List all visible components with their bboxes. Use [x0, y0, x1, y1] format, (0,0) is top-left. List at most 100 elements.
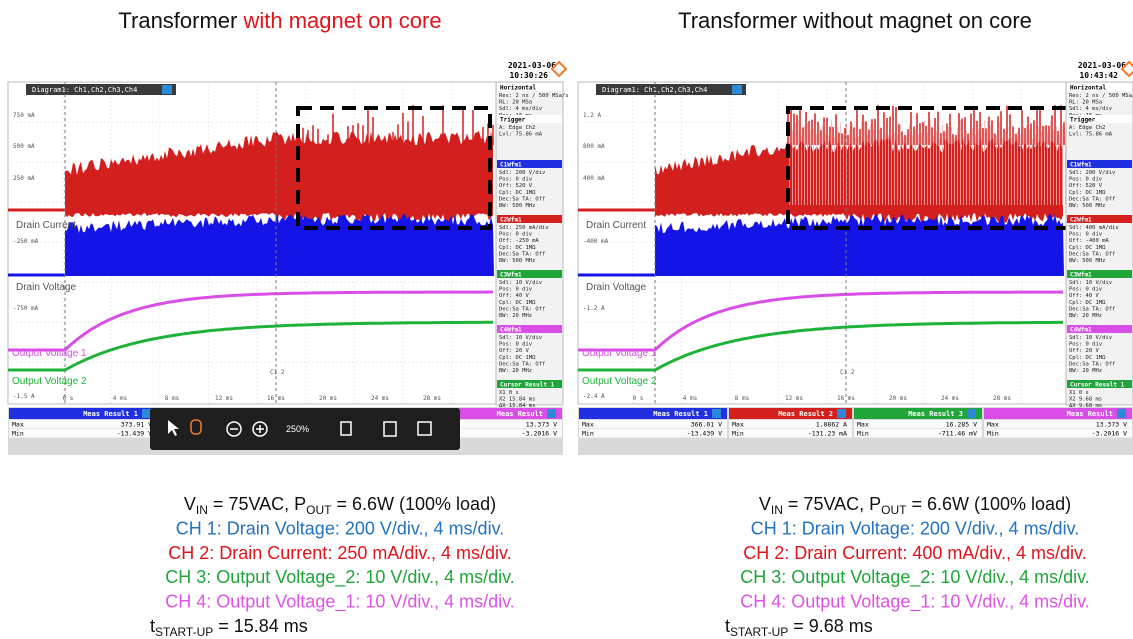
scope-screen: 2021-03-0610:30:26Diagram1: Ch1,Ch2,Ch3,…: [8, 61, 569, 455]
trace-label: Drain Current: [16, 220, 76, 231]
channel-line: Sdl: 200 V/div: [1069, 170, 1116, 176]
channel-line: BW: 20 MHz: [1069, 313, 1102, 319]
x-axis-label: 12 ms: [785, 395, 803, 402]
channel-line: Sdl: 10 V/div: [1069, 280, 1113, 286]
trace-label: Drain Current: [586, 220, 646, 231]
meas-key: Min: [987, 430, 999, 438]
meas-title: Meas Result 3: [908, 410, 963, 418]
tab-close[interactable]: [732, 85, 742, 94]
caption-text: V: [184, 494, 196, 514]
caption-text: CH 3: Output Voltage_2: 10 V/div., 4 ms/…: [740, 567, 1090, 588]
channel-line: Sdl: 200 V/div: [499, 170, 546, 176]
cursor-result-line: X1 0 s: [499, 390, 519, 396]
caption-line: CH 2: Drain Current: 250 mA/div., 4 ms/d…: [168, 543, 511, 563]
channel-line: BW: 20 MHz: [499, 313, 532, 319]
trace-label: Drain Voltage: [586, 282, 646, 293]
scope-date: 2021-03-06: [1078, 61, 1126, 70]
caption-text: CH 3: Output Voltage_2: 10 V/div., 4 ms/…: [165, 567, 515, 588]
meas-close[interactable]: [967, 409, 976, 418]
channel-line: Cpl: DC 1MΩ: [1069, 355, 1106, 361]
meas-key: Max: [732, 421, 744, 429]
caption-line: CH 4: Output Voltage_1: 10 V/div., 4 ms/…: [165, 592, 515, 613]
meas-key: Max: [857, 421, 869, 429]
scope-time: 10:30:26: [509, 71, 548, 80]
channel-line: Cpl: DC 1MΩ: [499, 245, 536, 251]
horizontal-line: Sdl: 4 ms/div: [1069, 106, 1113, 112]
y-axis-label: 800 mA: [583, 143, 605, 150]
y-axis-label: -1.5 A: [13, 393, 35, 400]
channel-title: C1Wfm1: [1070, 162, 1092, 169]
channel-line: Sdl: 10 V/div: [499, 280, 543, 286]
channel-line: Off: -250 mA: [499, 238, 539, 244]
caption-text: CH 4: Output Voltage_1: 10 V/div., 4 ms/…: [740, 592, 1090, 613]
cursor-label: C1 2: [270, 369, 285, 376]
meas-close[interactable]: [712, 409, 721, 418]
caption-text: CH 2: Drain Current: 400 mA/div., 4 ms/d…: [743, 543, 1086, 563]
meas-value: 13.373 V: [1096, 421, 1127, 429]
meas-key: Min: [12, 430, 24, 438]
caption-text: CH 4: Output Voltage_1: 10 V/div., 4 ms/…: [165, 592, 515, 613]
meas-close[interactable]: [837, 409, 846, 418]
caption-line: VIN = 75VAC, POUT = 6.6W (100% load): [759, 494, 1071, 517]
caption-line: CH 4: Output Voltage_1: 10 V/div., 4 ms/…: [740, 592, 1090, 613]
channel-line: Off: 520 V: [499, 183, 533, 189]
meas-close[interactable]: [142, 409, 151, 418]
trigger-line: A: Edge Ch2: [1069, 125, 1105, 131]
cursor-result-line: X2 15.84 ms: [499, 397, 535, 403]
channel-line: Cpl: DC 1MΩ: [499, 300, 536, 306]
caption-subscript: OUT: [306, 503, 332, 517]
meas-title: Meas Result 2: [778, 410, 833, 418]
title-part: with magnet on core: [242, 8, 441, 33]
horizontal-line: Res: 2 ns / 500 MSa/s: [499, 93, 569, 99]
channel-line: Pos: 0 div: [499, 342, 533, 348]
tab-close[interactable]: [162, 85, 172, 94]
x-axis-label: 24 ms: [941, 395, 959, 402]
horizontal-line: Sdl: 4 ms/div: [499, 106, 543, 112]
channel-line: Sdl: 400 mA/div: [1069, 225, 1119, 231]
meas-close[interactable]: [547, 409, 556, 418]
trace-label: Output Voltage 1: [582, 348, 657, 359]
caption-line: tSTART-UP = 9.68 ms: [725, 616, 873, 639]
horizontal-line: RL: 20 MSa: [1069, 100, 1102, 106]
y-axis-label: 400 mA: [583, 175, 605, 182]
figure: Transformer with magnet on core 2021-03-0…: [0, 0, 1133, 639]
meas-title: Meas Result: [1067, 410, 1113, 418]
channel-line: Pos: 0 div: [1069, 232, 1103, 238]
channel-line: Pos: 0 div: [1069, 177, 1103, 183]
channel-line: BW: 500 MHz: [1069, 258, 1105, 264]
meas-value: 1.0862 A: [816, 421, 847, 429]
channel-line: Off: -400 mA: [1069, 238, 1109, 244]
caption-text: CH 1: Drain Voltage: 200 V/div., 4 ms/di…: [176, 518, 504, 538]
channel-line: BW: 500 MHz: [499, 203, 535, 209]
channel-line: Off: 40 V: [499, 293, 529, 299]
channel-title: C4Wfm1: [1070, 327, 1092, 334]
trace-label: Output Voltage 2: [582, 376, 657, 387]
channel-line: Dec:Sa TA: Off: [1069, 306, 1115, 312]
x-axis-label: 16 ms: [267, 395, 285, 402]
title-part: Transformer: [118, 8, 243, 33]
meas-key: Min: [732, 430, 744, 438]
channel-line: Pos: 0 div: [499, 232, 533, 238]
channel-line: Cpl: DC 1MΩ: [1069, 190, 1106, 196]
panel-title: Transformer with magnet on core: [118, 8, 441, 33]
caption-line: VIN = 75VAC, POUT = 6.6W (100% load): [184, 494, 496, 517]
x-axis-label: 28 ms: [423, 395, 441, 402]
channel-title: C3Wfm1: [500, 272, 522, 279]
cursor-result-line: X1 0 s: [1069, 390, 1089, 396]
channel-line: Sdl: 250 mA/div: [499, 225, 549, 231]
meas-value: -711.46 mV: [938, 430, 977, 438]
y-axis-label: -250 mA: [13, 238, 39, 245]
caption-text: = 9.68 ms: [788, 616, 873, 636]
channel-line: Pos: 0 div: [1069, 342, 1103, 348]
page: Transformer with magnet on core 2021-03-0…: [0, 0, 1133, 639]
channel-title: C3Wfm1: [1070, 272, 1092, 279]
x-axis-label: 8 ms: [735, 395, 750, 402]
meas-close[interactable]: [1117, 409, 1126, 418]
meas-value: 366.01 V: [691, 421, 722, 429]
drain-voltage-trace: [65, 214, 494, 276]
zoom-level[interactable]: 250%: [286, 424, 309, 434]
channel-line: BW: 20 MHz: [499, 368, 532, 374]
trigger-line: Lvl: 75.86 mA: [499, 132, 543, 138]
horizontal-line: RL: 20 MSa: [499, 100, 532, 106]
caption-subscript: IN: [771, 503, 783, 517]
